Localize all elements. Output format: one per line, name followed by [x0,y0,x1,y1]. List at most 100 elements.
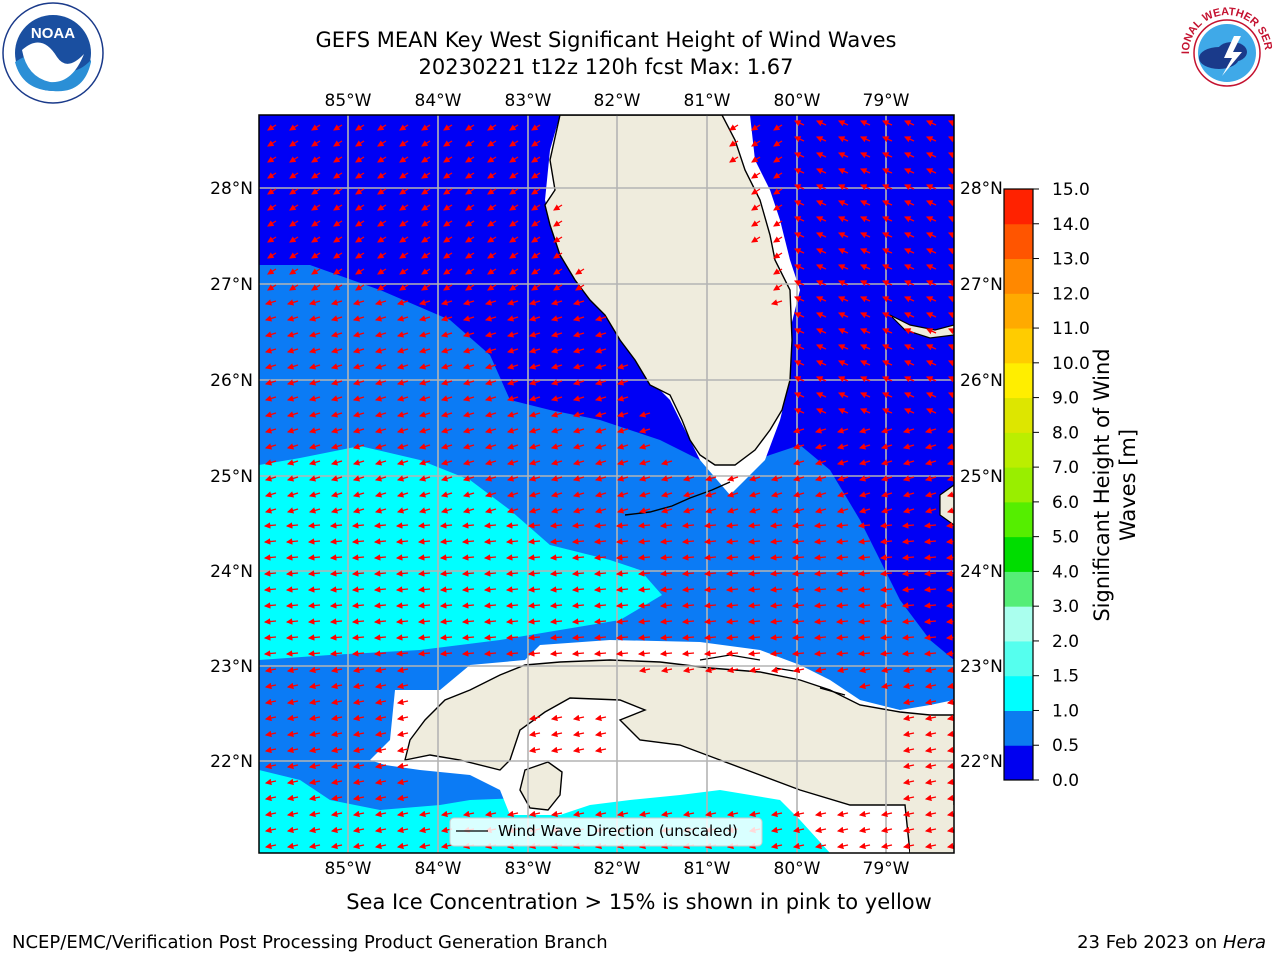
wave-arrow [439,634,453,641]
wave-arrow [461,554,475,561]
wave-arrow [487,236,497,243]
wave-arrow [902,730,915,738]
wave-arrow [946,475,954,482]
legend-label: Wind Wave Direction (unscaled) [498,822,738,840]
wave-arrow [329,570,343,577]
wave-arrow [572,730,585,738]
wave-arrow [860,328,871,335]
wave-arrow [286,730,299,738]
wave-arrow [594,810,607,818]
wave-arrow [747,522,761,529]
wave-arrow [926,264,937,271]
wave-arrow [462,299,475,306]
wave-arrow [374,507,387,514]
wave-arrow [352,698,365,706]
wave-arrow [462,331,475,338]
wave-arrow [769,602,783,609]
wave-arrow [794,232,805,239]
wave-arrow [637,634,651,641]
wave-arrow [571,554,585,561]
wave-arrow [308,746,321,754]
wave-arrow [553,268,563,275]
wave-arrow [396,794,409,802]
wave-arrow [264,778,277,786]
wave-arrow [377,204,387,211]
wave-arrow [461,538,475,545]
wave-arrow [593,650,607,657]
wave-arrow [528,730,541,738]
wave-arrow [461,618,475,625]
wave-arrow [773,204,783,211]
wave-arrow [399,236,409,243]
wave-arrow [330,459,343,466]
colorbar-tick: 13.0 [1052,250,1090,270]
wave-arrow [638,475,651,482]
wave-arrow [396,411,409,418]
wave-arrow [355,268,365,275]
wave-arrow [330,363,343,370]
wave-arrow [330,507,343,514]
wave-arrow [659,586,673,593]
wave-arrow [769,554,783,561]
wave-arrow [704,507,717,514]
wave-arrow [399,124,409,131]
wave-arrow [484,475,497,482]
wave-arrow [462,443,475,450]
wave-arrow [660,459,673,466]
wave-arrow [417,602,431,609]
wave-arrow [421,220,431,227]
wave-arrow [594,395,607,402]
colorbar-segment [1004,362,1033,399]
wave-arrow [396,427,409,434]
wave-arrow [352,842,365,850]
colorbar-tick: 6.0 [1052,493,1079,513]
wave-arrow [880,475,893,482]
wave-arrow [572,810,585,818]
legend: Wind Wave Direction (unscaled) [449,817,763,847]
wave-arrow [637,522,651,529]
wave-arrow [926,232,937,239]
colorbar-tick: 7.0 [1052,458,1079,478]
wave-arrow [553,284,563,291]
wave-arrow [352,730,365,738]
wave-arrow [355,220,365,227]
wave-arrow [838,392,849,399]
wave-arrow [794,296,805,303]
wave-arrow [531,284,541,291]
wave-arrow [813,602,827,609]
wave-arrow [923,650,937,657]
wave-arrow [439,554,453,561]
wave-arrow [923,586,937,593]
wave-arrow [549,618,563,625]
wave-arrow [813,586,827,593]
wave-arrow [924,794,937,802]
wave-arrow [461,602,475,609]
wave-arrow [505,650,519,657]
wave-arrow [747,618,761,625]
wave-arrow [396,746,409,754]
wave-arrow [374,395,387,402]
wave-arrow [286,331,299,338]
wave-arrow [747,602,761,609]
wave-arrow [351,634,365,641]
wave-arrow [330,826,343,834]
wave-arrow [924,682,937,690]
wave-arrow [264,459,277,466]
colorbar-tick: 0.5 [1052,736,1079,756]
wave-arrow [264,379,277,386]
wave-arrow [528,746,541,754]
wave-arrow [374,491,387,498]
wave-arrow [418,443,431,450]
wave-arrow [443,284,453,291]
wave-arrow [506,507,519,514]
wave-arrow [440,443,453,450]
wave-arrow [814,826,827,834]
wave-arrow [616,395,629,402]
wave-arrow [330,427,343,434]
wave-arrow [594,411,607,418]
wave-arrow [773,140,783,147]
wave-arrow [333,124,343,131]
wave-arrow [858,459,871,466]
colorbar-tick: 5.0 [1052,528,1079,548]
colorbar-tick: 15.0 [1052,180,1090,200]
